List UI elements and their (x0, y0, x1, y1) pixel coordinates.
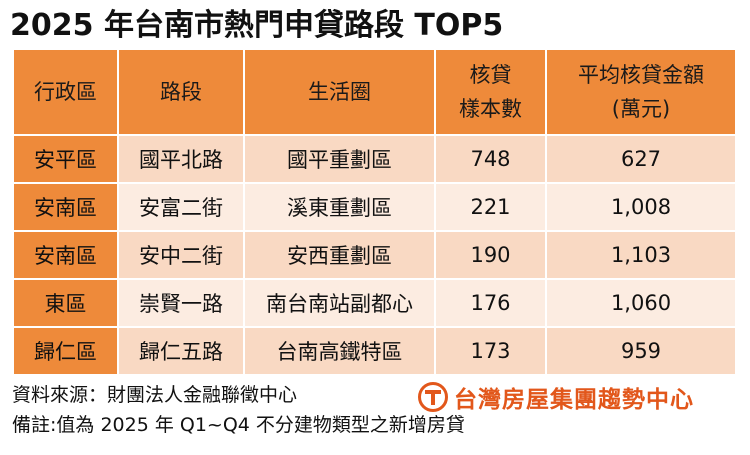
remark-note: 備註:值為 2025 年 Q1~Q4 不分建物類型之新增房貸 (12, 414, 465, 436)
top5-table: 行政區 路段 生活圈 核貸 樣本數 平均核貸金額 (萬元) 安平區 國平北路 國平重… (12, 48, 737, 376)
cell-road: 崇賢一路 (117, 278, 245, 328)
header-area: 生活圈 (243, 48, 436, 136)
cell-samples: 176 (434, 278, 547, 328)
cell-avg: 1,060 (545, 278, 737, 328)
cell-district: 安南區 (12, 230, 119, 280)
cell-area: 台南高鐵特區 (243, 326, 436, 376)
header-road: 路段 (117, 48, 245, 136)
header-district: 行政區 (12, 48, 119, 136)
cell-avg: 627 (545, 134, 737, 184)
taiwan-realty-logo-icon (418, 382, 448, 412)
cell-avg: 959 (545, 326, 737, 376)
cell-road: 國平北路 (117, 134, 245, 184)
table-row: 東區 崇賢一路 南台南站副都心 176 1,060 (12, 278, 737, 328)
table-row: 安南區 安中二街 安西重劃區 190 1,103 (12, 230, 737, 280)
table-row: 歸仁區 歸仁五路 台南高鐵特區 173 959 (12, 326, 737, 376)
table-row: 安平區 國平北路 國平重劃區 748 627 (12, 134, 737, 184)
cell-area: 國平重劃區 (243, 134, 436, 184)
brand: 台灣房屋集團趨勢中心 (418, 380, 738, 414)
table-row: 安南區 安富二街 溪東重劃區 221 1,008 (12, 182, 737, 232)
cell-avg: 1,008 (545, 182, 737, 232)
cell-samples: 173 (434, 326, 547, 376)
table-header-row: 行政區 路段 生活圈 核貸 樣本數 平均核貸金額 (萬元) (12, 48, 737, 136)
brand-name: 台灣房屋集團趨勢中心 (454, 387, 694, 413)
cell-road: 安富二街 (117, 182, 245, 232)
cell-district: 歸仁區 (12, 326, 119, 376)
cell-samples: 190 (434, 230, 547, 280)
cell-road: 安中二街 (117, 230, 245, 280)
cell-area: 安西重劃區 (243, 230, 436, 280)
header-samples: 核貸 樣本數 (434, 48, 547, 136)
page-title: 2025 年台南市熱門申貸路段 TOP5 (10, 8, 504, 43)
header-avg-amount: 平均核貸金額 (萬元) (545, 48, 737, 136)
cell-samples: 748 (434, 134, 547, 184)
cell-road: 歸仁五路 (117, 326, 245, 376)
source-note: 資料來源：財團法人金融聯徵中心 (12, 384, 298, 406)
cell-district: 安平區 (12, 134, 119, 184)
cell-samples: 221 (434, 182, 547, 232)
cell-district: 安南區 (12, 182, 119, 232)
cell-area: 溪東重劃區 (243, 182, 436, 232)
cell-district: 東區 (12, 278, 119, 328)
cell-avg: 1,103 (545, 230, 737, 280)
cell-area: 南台南站副都心 (243, 278, 436, 328)
